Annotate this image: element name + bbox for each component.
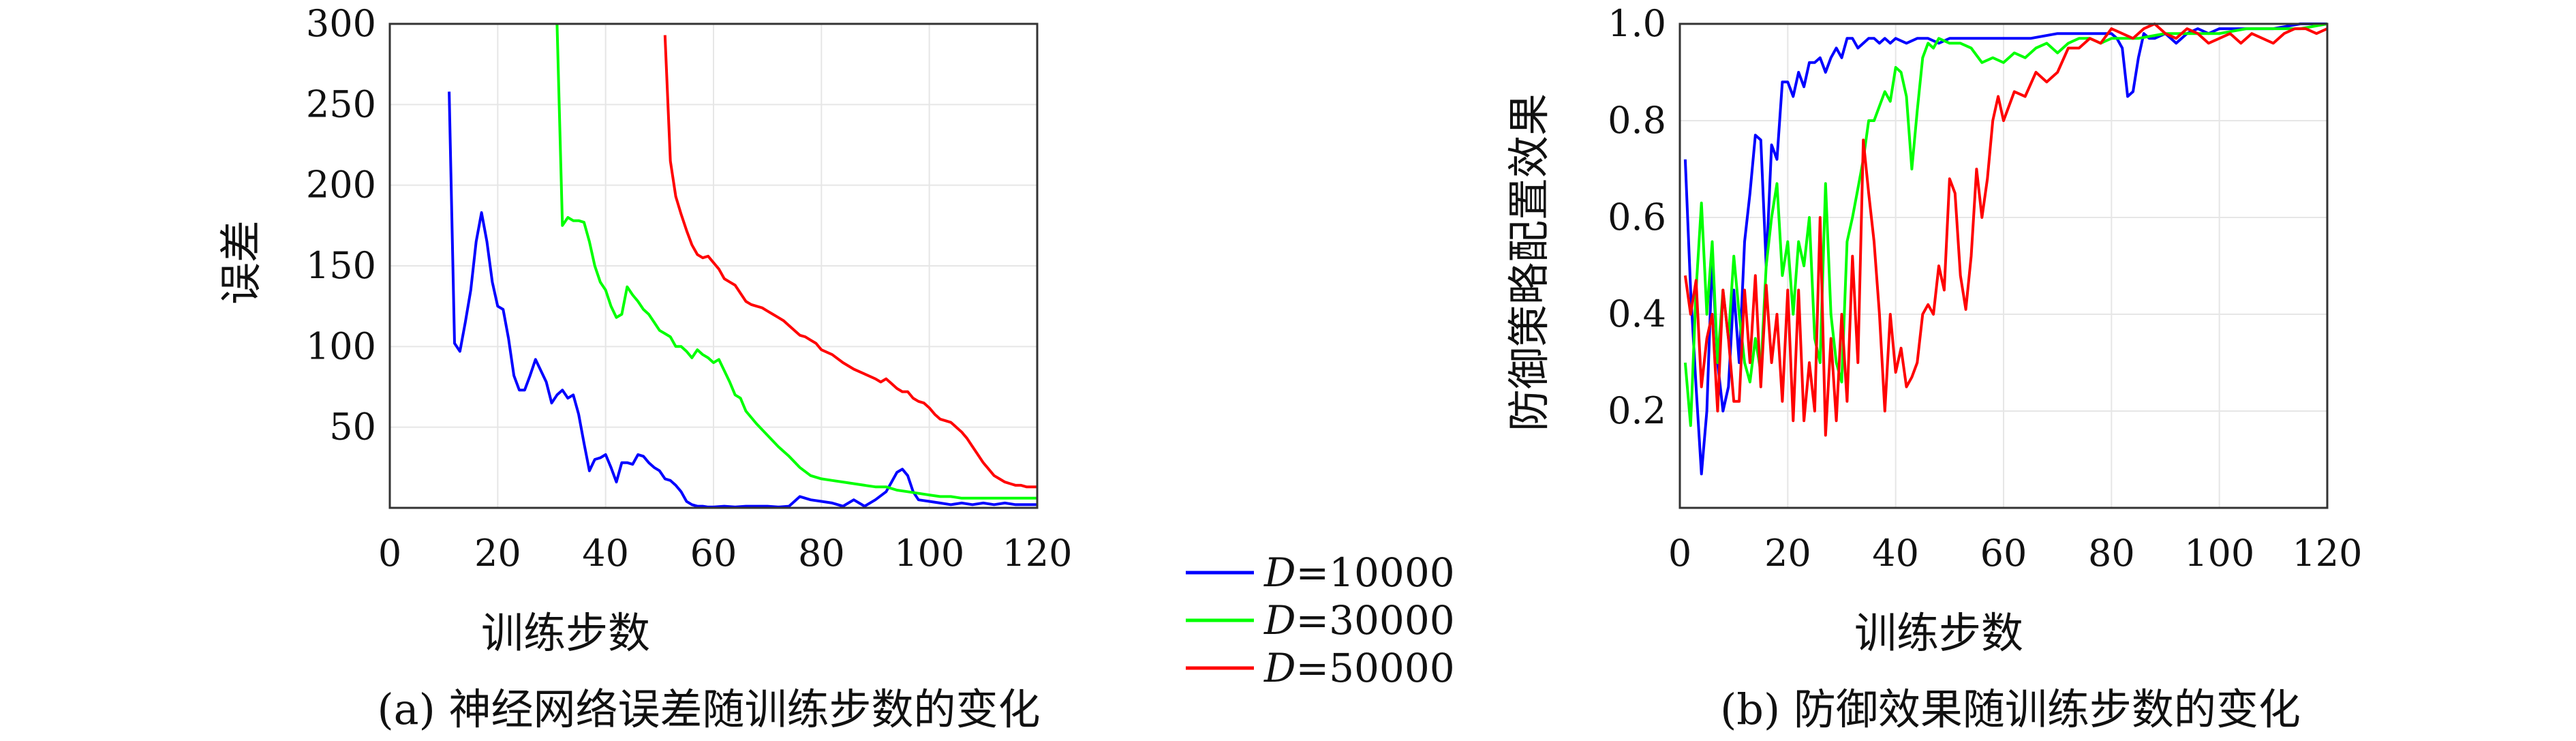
chart-b-series-d-50000 bbox=[1683, 22, 2328, 437]
chart-b-xtick-20: 20 bbox=[1764, 532, 1811, 575]
chart-b-series-d-30000 bbox=[1683, 22, 2328, 427]
chart-a-ytick-150: 150 bbox=[306, 244, 376, 287]
chart-a-ytick-300: 300 bbox=[306, 2, 376, 45]
chart-b: 0 20 40 60 80 100 120 0.2 0.4 0.6 0.8 1.0 训练步数 防御策略… bbox=[1504, 2, 2363, 734]
chart-a-ytick-200: 200 bbox=[306, 164, 376, 207]
chart-a-ytick-50: 50 bbox=[329, 406, 376, 449]
chart-a-grid bbox=[389, 23, 1038, 508]
chart-b-tick-labels: 0 20 40 60 80 100 120 0.2 0.4 0.6 0.8 1.0 bbox=[1608, 2, 2362, 575]
legend-entry-d30000: D=30000 bbox=[1186, 597, 1455, 644]
chart-b-xtick-80: 80 bbox=[2088, 532, 2135, 575]
chart-a-ylabel: 误差 bbox=[216, 220, 266, 305]
chart-a-xlabel: 训练步数 bbox=[481, 608, 650, 658]
legend-label-d50000: D=50000 bbox=[1263, 645, 1455, 691]
chart-b-ytick-0.6: 0.6 bbox=[1608, 196, 1666, 239]
chart-a-ytick-100: 100 bbox=[306, 324, 376, 367]
legend-label-d10000: D=10000 bbox=[1263, 549, 1455, 596]
chart-b-xtick-40: 40 bbox=[1872, 532, 1919, 575]
chart-b-frame bbox=[1678, 22, 2329, 509]
chart-a-caption: (a) 神经网络误差随训练步数的变化 bbox=[377, 684, 1040, 734]
chart-b-lines bbox=[1683, 22, 2328, 476]
chart-a-xtick-100: 100 bbox=[894, 532, 964, 575]
legend-label-d30000: D=30000 bbox=[1263, 597, 1455, 644]
legend-entry-d50000: D=50000 bbox=[1186, 645, 1455, 691]
chart-a: 0 20 40 60 80 100 120 50 100 150 200 250 300 训练步数 误差… bbox=[216, 2, 1073, 734]
legend: D=10000 D=30000 D=50000 bbox=[1186, 549, 1455, 691]
chart-b-xtick-0: 0 bbox=[1668, 532, 1691, 575]
chart-a-xtick-0: 0 bbox=[378, 532, 401, 575]
legend-entry-d10000: D=10000 bbox=[1186, 549, 1455, 596]
chart-a-series-d-10000 bbox=[448, 91, 1037, 509]
chart-b-xtick-100: 100 bbox=[2184, 532, 2254, 575]
chart-b-ylabel: 防御策略配置效果 bbox=[1504, 93, 1554, 432]
chart-b-ytick-0.2: 0.2 bbox=[1608, 389, 1666, 432]
chart-b-xtick-120: 120 bbox=[2292, 532, 2362, 575]
chart-b-grid bbox=[1679, 23, 2328, 508]
chart-b-ytick-0.8: 0.8 bbox=[1608, 99, 1666, 142]
chart-a-xtick-80: 80 bbox=[798, 532, 845, 575]
chart-a-xtick-120: 120 bbox=[1002, 532, 1072, 575]
chart-b-ytick-0.4: 0.4 bbox=[1608, 292, 1666, 335]
chart-a-series-d-50000 bbox=[663, 35, 1037, 489]
chart-a-ytick-250: 250 bbox=[306, 82, 376, 125]
chart-b-caption: (b) 防御效果随训练步数的变化 bbox=[1720, 684, 2301, 734]
chart-a-series-d-30000 bbox=[555, 23, 1037, 500]
chart-b-xlabel: 训练步数 bbox=[1854, 608, 2023, 658]
chart-a-frame bbox=[388, 22, 1039, 509]
chart-b-ytick-1: 1.0 bbox=[1608, 2, 1666, 45]
chart-a-xtick-40: 40 bbox=[582, 532, 629, 575]
chart-a-lines bbox=[448, 23, 1037, 509]
chart-a-xtick-60: 60 bbox=[690, 532, 737, 575]
chart-a-xtick-20: 20 bbox=[474, 532, 521, 575]
chart-b-xtick-60: 60 bbox=[1980, 532, 2027, 575]
chart-a-tick-labels: 0 20 40 60 80 100 120 50 100 150 200 250 300 bbox=[306, 2, 1073, 575]
